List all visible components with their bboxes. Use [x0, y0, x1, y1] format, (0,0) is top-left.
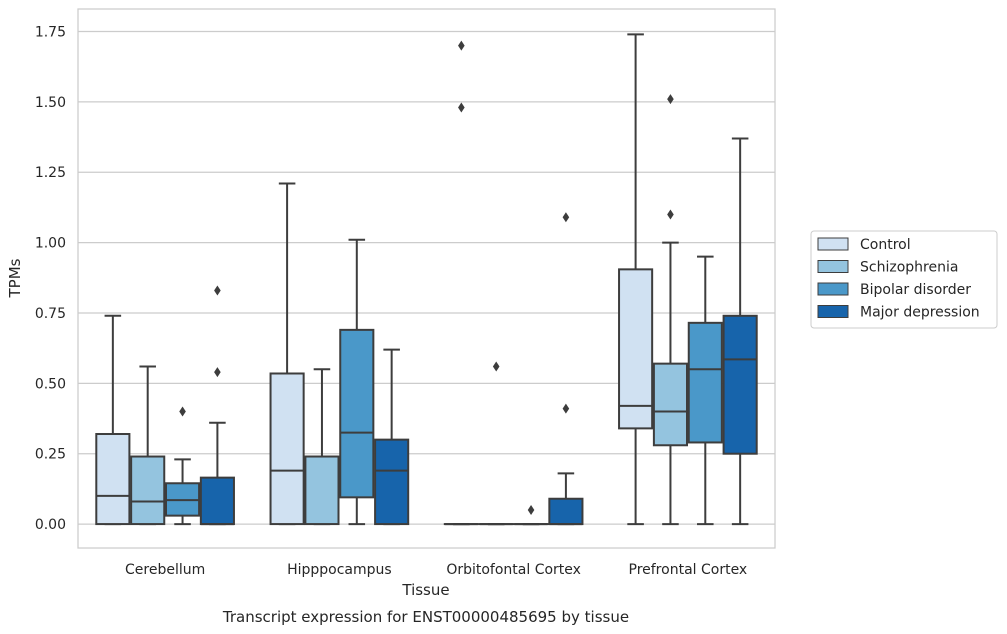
box-control-0 — [95, 314, 131, 526]
box-control-2 — [443, 40, 479, 526]
outlier-point — [179, 406, 186, 417]
y-tick-label: 1.25 — [35, 165, 66, 181]
y-axis-title: TPMs — [6, 258, 24, 298]
x-tick-label: Prefrontal Cortex — [629, 562, 748, 578]
box-body — [95, 433, 131, 526]
box-schizophrenia-3 — [652, 94, 689, 526]
outlier-point — [214, 285, 221, 296]
x-axis-title: Tissue — [401, 581, 449, 599]
box-major-depression-2 — [548, 212, 584, 526]
legend-swatch — [817, 282, 849, 296]
box-body — [339, 328, 375, 499]
chart-caption: Transcript expression for ENST0000048569… — [222, 608, 629, 626]
box-bipolar-disorder-2 — [513, 505, 549, 526]
outlier-point — [667, 94, 674, 105]
box-body — [722, 314, 758, 455]
box-body — [548, 497, 584, 526]
box-body — [652, 362, 689, 447]
legend-label: Schizophrenia — [860, 260, 958, 276]
box-body — [304, 455, 340, 526]
y-tick-label: 1.75 — [35, 25, 66, 41]
outlier-point — [562, 403, 570, 414]
box-major-depression-3 — [722, 137, 758, 526]
box-bipolar-disorder-1 — [339, 238, 375, 526]
legend-label: Major depression — [860, 305, 980, 321]
outlier-point — [527, 505, 535, 516]
legend-frame — [810, 230, 998, 329]
y-tick-label: 0.00 — [35, 517, 66, 533]
box-major-depression-0 — [199, 285, 235, 526]
box-schizophrenia-1 — [304, 368, 340, 526]
boxes-layer — [95, 33, 758, 526]
legend-swatch — [817, 237, 849, 251]
outlier-point — [667, 209, 674, 220]
box-bipolar-disorder-3 — [687, 255, 723, 526]
outlier-point — [562, 212, 570, 223]
x-tick-label: Cerebellum — [125, 562, 205, 578]
grid-lines — [78, 30, 775, 525]
legend-swatch — [817, 305, 849, 318]
y-tick-label: 1.50 — [35, 95, 66, 111]
outlier-point — [492, 361, 500, 372]
box-body — [130, 455, 166, 526]
outlier-point — [214, 367, 221, 378]
y-tick-labels: 0.00 0.25 0.50 0.75 1.00 1.25 1.50 1.75 — [35, 25, 66, 534]
box-schizophrenia-2 — [478, 361, 514, 526]
legend-label: Control — [860, 237, 911, 253]
box-body — [199, 476, 235, 526]
box-major-depression-1 — [374, 348, 410, 526]
box-body — [618, 268, 654, 430]
legend: Control Schizophrenia Bipolar disorder Majo… — [810, 230, 998, 329]
y-tick-label: 0.50 — [35, 376, 66, 392]
legend-swatch — [817, 260, 849, 273]
y-tick-label: 0.75 — [35, 306, 66, 322]
plot-frame — [77, 8, 776, 549]
box-schizophrenia-0 — [130, 365, 166, 526]
box-body — [374, 438, 410, 526]
x-tick-labels: Cerebellum Hipppocampus Orbitofontal Corte… — [125, 562, 747, 578]
box-body — [269, 372, 305, 526]
box-control-1 — [269, 182, 305, 526]
box-body — [687, 321, 723, 444]
outlier-point — [458, 40, 465, 51]
legend-label: Bipolar disorder — [860, 282, 971, 298]
x-tick-label: Hipppocampus — [287, 562, 392, 578]
box-control-3 — [618, 33, 654, 526]
box-bipolar-disorder-0 — [164, 406, 201, 526]
y-tick-label: 0.25 — [35, 447, 66, 463]
outlier-point — [458, 102, 465, 113]
y-tick-label: 1.00 — [35, 236, 66, 252]
x-tick-label: Orbitofontal Cortex — [446, 562, 581, 578]
